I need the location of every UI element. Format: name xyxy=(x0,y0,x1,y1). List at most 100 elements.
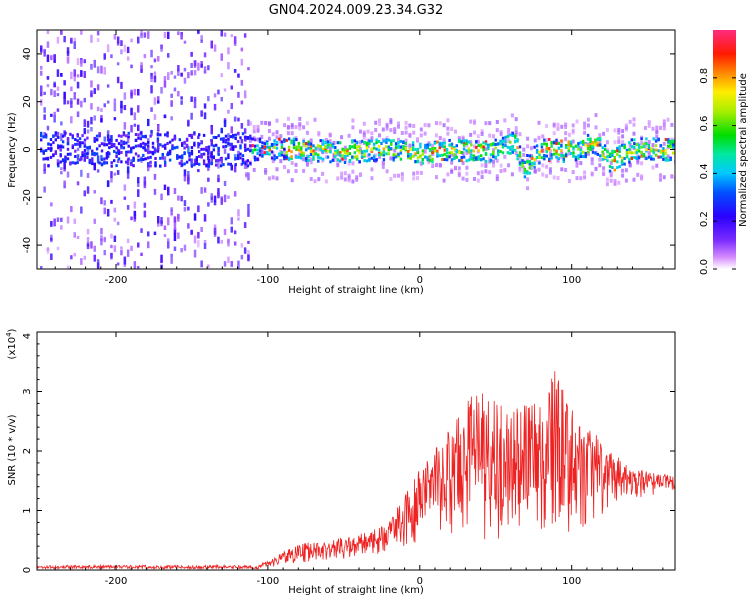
spectrogram-cell xyxy=(602,166,606,171)
spectrogram-cell xyxy=(404,146,407,150)
spectrogram-cell xyxy=(200,39,203,43)
spectrogram-cell xyxy=(617,139,621,144)
spectrogram-cell xyxy=(317,144,320,148)
spectrogram-cell xyxy=(223,194,227,203)
spectrogram-cell xyxy=(133,210,137,216)
spectrogram-cell xyxy=(495,128,499,133)
spectrogram-cell xyxy=(541,172,545,177)
spectrogram-cell xyxy=(59,145,62,149)
spectrogram-cell xyxy=(535,150,539,154)
spectrogram-cell xyxy=(83,148,87,152)
spectrogram-cell xyxy=(170,253,173,258)
spectrogram-cell xyxy=(630,145,633,148)
spectrogram-cell xyxy=(74,149,77,153)
spectrogram-cell xyxy=(562,160,565,163)
spectrogram-cell xyxy=(234,156,237,160)
spectrogram-cell xyxy=(557,146,561,150)
spectrogram-cell xyxy=(667,158,670,162)
spectrogram-cell xyxy=(142,141,145,145)
spectrogram-cell xyxy=(359,147,362,152)
spectrogram-cell xyxy=(582,155,585,158)
spectrogram-cell xyxy=(244,138,247,142)
spectrogram-cell xyxy=(450,169,454,174)
spectrogram-cell xyxy=(207,147,211,151)
spectrogram-cell xyxy=(360,155,364,159)
spectrogram-cell xyxy=(446,126,450,131)
spectrogram-cell xyxy=(594,141,597,145)
spectrogram-cell xyxy=(298,122,302,126)
spectrogram-cell xyxy=(365,149,369,153)
spectrogram-cell xyxy=(567,146,570,150)
spectrogram-cell xyxy=(577,142,580,146)
spectrogram-cell xyxy=(256,148,259,152)
spectrogram-cell xyxy=(414,147,417,151)
spectrogram-cell xyxy=(264,121,268,125)
spectrogram-cell xyxy=(442,137,446,142)
spectrogram-cell xyxy=(153,75,157,83)
spectrogram-cell xyxy=(122,131,126,135)
spectrogram-cell xyxy=(190,96,193,102)
spectrogram-cell xyxy=(436,149,439,153)
spectrogram-cell xyxy=(117,142,121,146)
spectrogram-cell xyxy=(120,246,123,250)
spectrogram-cell xyxy=(66,137,70,140)
spectrogram-cell xyxy=(56,217,60,222)
spectrogram-cell xyxy=(126,171,130,179)
spectrogram-cell xyxy=(317,155,320,159)
spectrogram-cell xyxy=(526,171,529,175)
spectrogram-cell xyxy=(569,152,573,155)
spectrogram-cell xyxy=(624,178,628,183)
spectrogram-cell xyxy=(164,161,167,165)
spectrogram-cell xyxy=(47,147,50,151)
spectrogram-cell xyxy=(290,150,293,154)
spectrogram-cell xyxy=(117,149,121,153)
spectrogram-y-tick-label: 40 xyxy=(22,48,33,61)
spectrogram-cell xyxy=(106,180,110,187)
spectrogram-cell xyxy=(106,134,110,142)
spectrogram-cell xyxy=(543,157,546,161)
spectrogram-cell xyxy=(279,134,283,139)
spectrogram-cell xyxy=(309,160,313,165)
spectrogram-cell xyxy=(127,150,130,154)
spectrogram-cell xyxy=(393,127,397,132)
spectrogram-cell xyxy=(302,139,305,143)
spectrogram-cell xyxy=(550,140,553,144)
spectrogram-cell xyxy=(283,138,286,142)
spectrogram-cell xyxy=(623,162,626,166)
spectrogram-cell xyxy=(40,70,43,76)
spectrogram-cell xyxy=(603,148,607,151)
spectrogram-cell xyxy=(40,91,43,97)
spectrogram-cell xyxy=(630,138,633,142)
spectrogram-cell xyxy=(404,120,408,125)
spectrogram-cell xyxy=(594,138,597,142)
spectrogram-cell xyxy=(249,134,252,138)
spectrogram-cell xyxy=(71,144,74,148)
spectrogram-cell xyxy=(43,132,46,138)
spectrogram-cell xyxy=(197,135,200,140)
spectrogram-cell xyxy=(270,156,274,160)
spectrogram-cell xyxy=(100,238,103,246)
spectrogram-cell xyxy=(98,161,101,165)
spectrogram-cell xyxy=(670,174,674,179)
spectrogram-cell xyxy=(217,134,220,138)
spectrogram-cell xyxy=(654,148,658,152)
spectrogram-cell xyxy=(258,153,262,157)
spectrogram-cell xyxy=(370,139,373,143)
spectrogram-cell xyxy=(642,154,646,158)
spectrogram-cell xyxy=(540,149,544,153)
spectrogram-cell xyxy=(596,141,599,145)
spectrogram-cell xyxy=(210,40,213,49)
spectrogram-cell xyxy=(313,117,317,122)
spectrogram-cell xyxy=(180,100,183,105)
spectrogram-cell xyxy=(151,141,155,145)
spectrogram-cell xyxy=(623,157,626,160)
spectrogram-cell xyxy=(252,125,256,129)
spectrogram-cell xyxy=(397,173,400,178)
spectrogram-cell xyxy=(347,175,351,180)
spectrogram-cell xyxy=(183,162,186,166)
spectrogram-cell xyxy=(343,177,347,182)
spectrogram-cell xyxy=(181,154,184,158)
spectrogram-cell xyxy=(178,155,181,159)
spectrogram-cell xyxy=(302,151,305,155)
spectrogram-cell xyxy=(210,161,213,165)
